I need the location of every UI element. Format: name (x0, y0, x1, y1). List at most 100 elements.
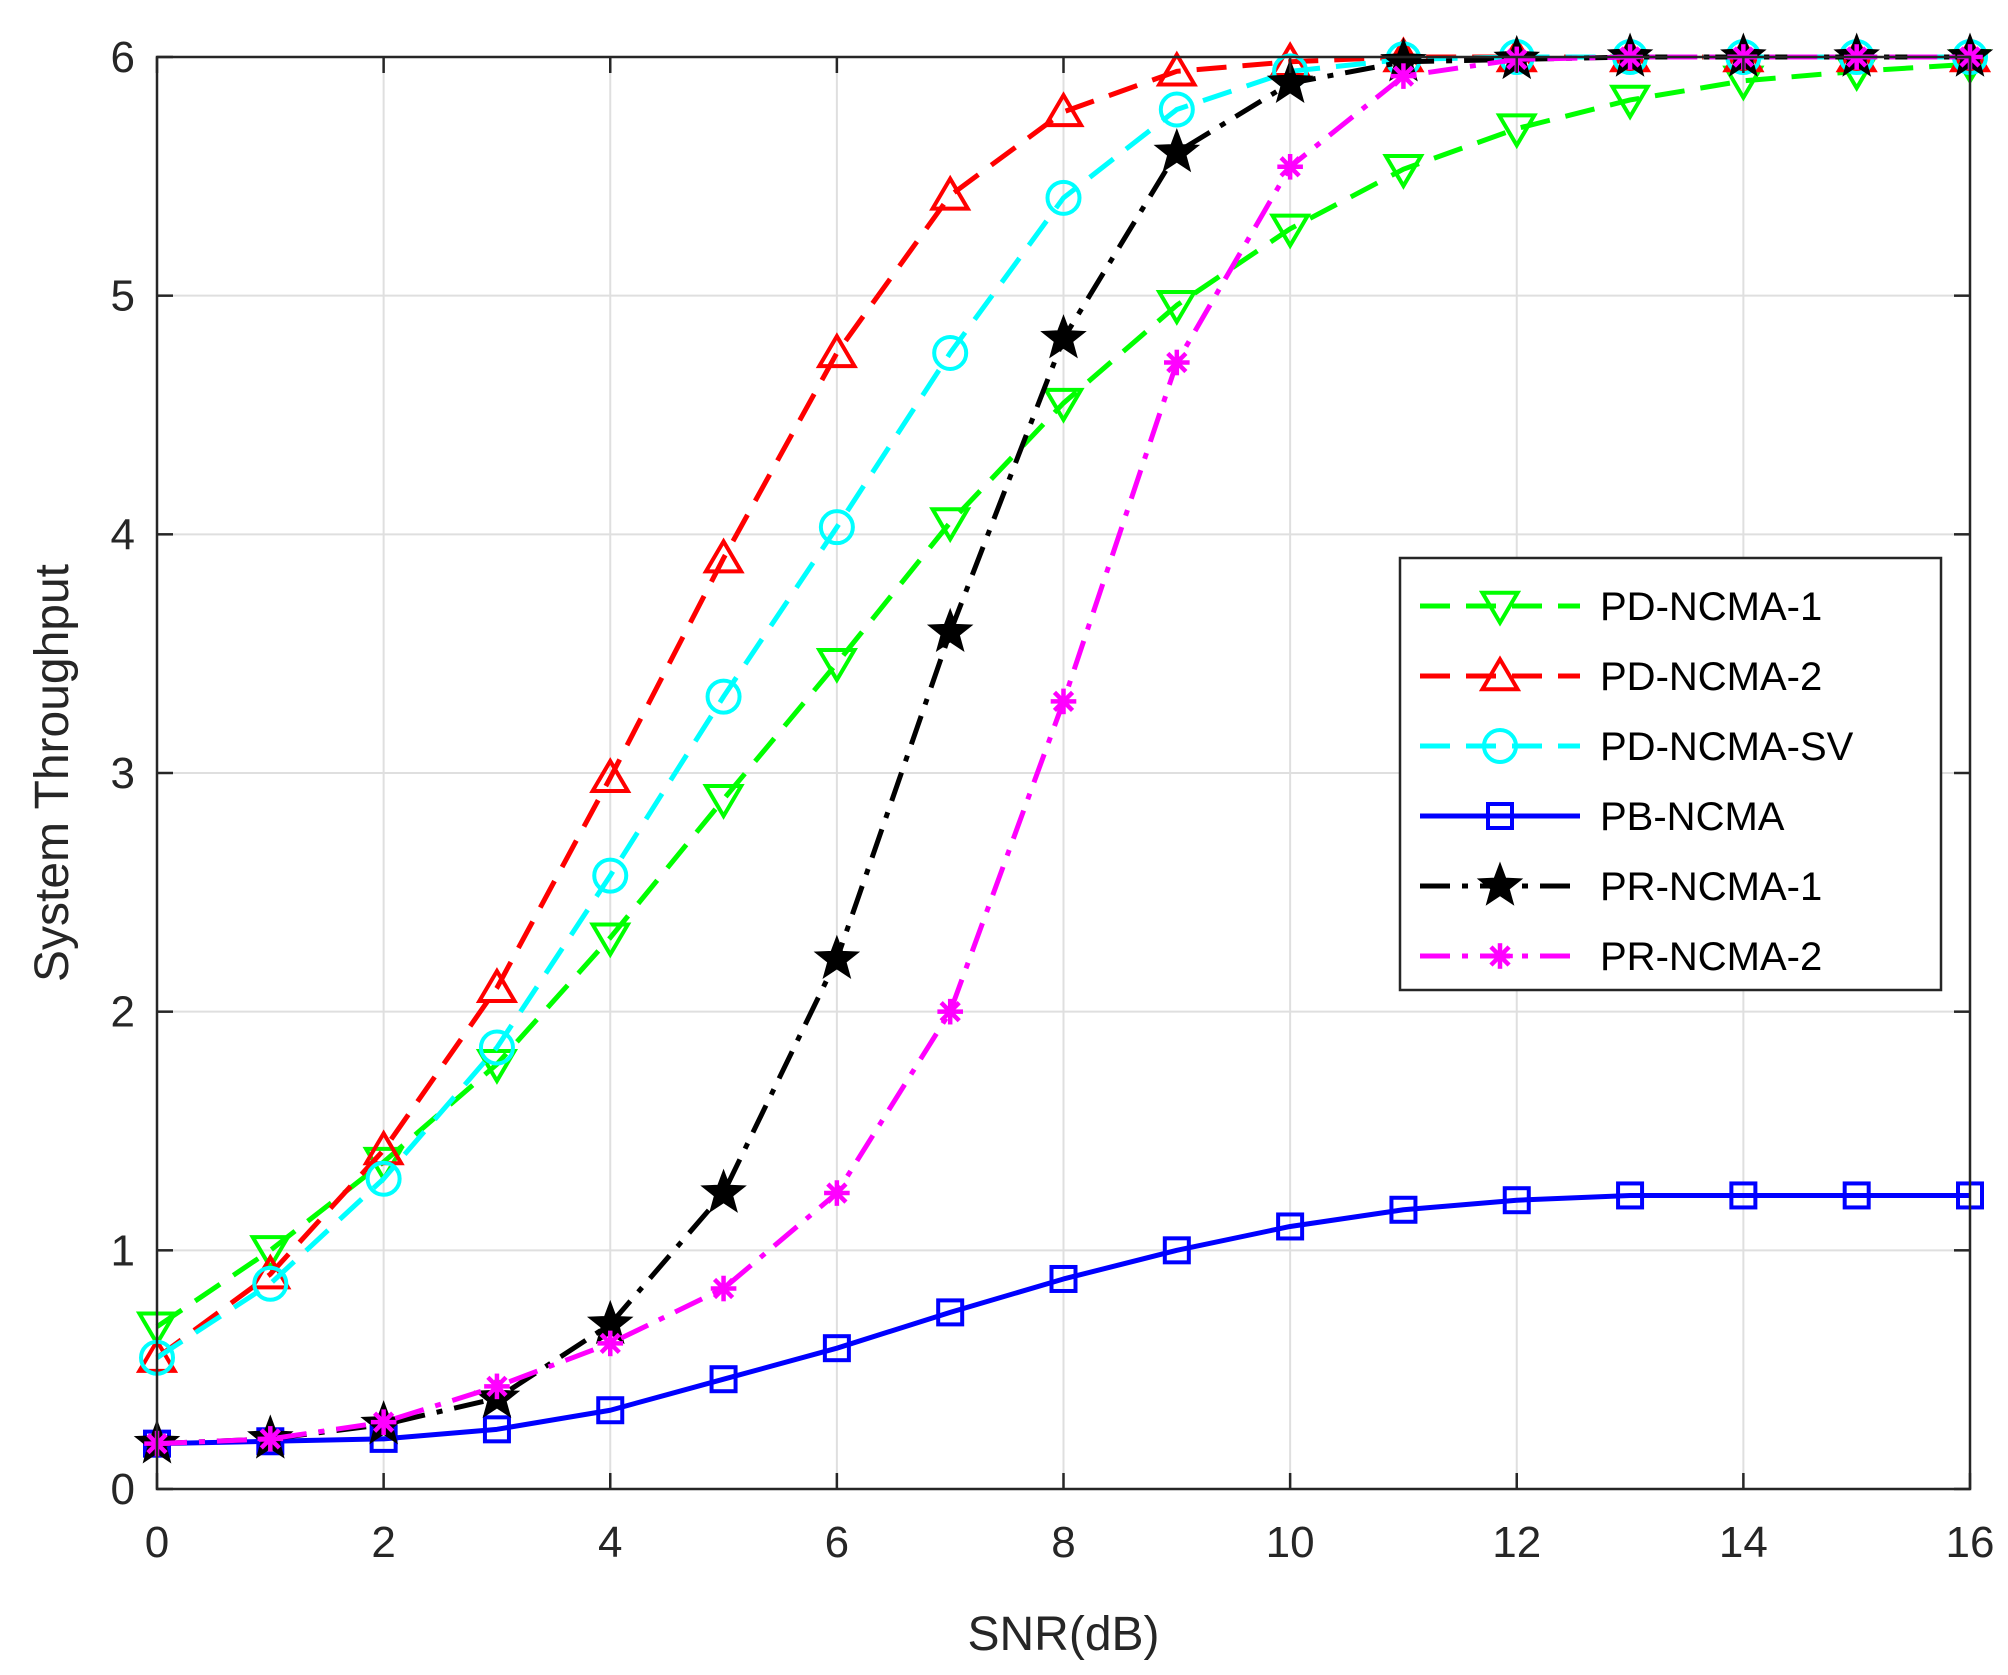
series-pb-ncma (143, 1181, 1984, 1458)
data-point (1158, 91, 1195, 128)
data-point (257, 1426, 284, 1452)
asterisk-stroke (1489, 945, 1511, 967)
data-point (589, 757, 632, 793)
y-tick-label: 3 (111, 749, 135, 798)
legend-box (1398, 556, 1943, 992)
data-point (1495, 113, 1538, 150)
data-point (937, 998, 963, 1025)
data-point (1049, 1264, 1078, 1293)
legend-entry: PD-NCMA-1 (1420, 585, 1822, 629)
data-point (1277, 153, 1303, 180)
asterisk-stroke (259, 1428, 281, 1450)
data-point (252, 1265, 289, 1302)
asterisk-stroke (1279, 156, 1301, 178)
legend-label: PD-NCMA-1 (1600, 585, 1822, 629)
data-point (702, 784, 745, 820)
data-point (1616, 1181, 1645, 1210)
legend-marker (1478, 655, 1522, 692)
data-point (597, 1330, 624, 1357)
legend-entry: PD-NCMA-2 (1420, 655, 1822, 699)
data-point (702, 537, 745, 574)
y-tick-label: 5 (111, 272, 135, 321)
legend: PD-NCMA-1 PD-NCMA-2 PD-NCMA-SV PB-NCMA PR-NC… (1398, 556, 1943, 992)
asterisk-stroke (939, 1001, 961, 1023)
data-point (936, 1298, 965, 1327)
data-point (589, 922, 632, 959)
data-point (596, 1396, 625, 1425)
x-tick-label: 0 (145, 1518, 169, 1567)
legend-entry: PR-NCMA-2 (1420, 935, 1822, 979)
asterisk-stroke (599, 1332, 621, 1355)
y-tick-label: 4 (111, 510, 135, 559)
y-tick-label: 1 (111, 1226, 135, 1275)
data-point (700, 1168, 747, 1213)
series-line (155, 61, 1971, 1329)
data-point (1164, 349, 1190, 376)
x-tick-label: 10 (1266, 1518, 1315, 1567)
data-point (813, 934, 861, 979)
data-point (709, 1365, 738, 1394)
data-point (1502, 1186, 1531, 1215)
x-tick-label: 14 (1719, 1518, 1768, 1567)
data-point (1608, 84, 1652, 121)
x-tick-label: 12 (1492, 1518, 1541, 1567)
data-point (1382, 153, 1425, 190)
data-point (1389, 1195, 1418, 1224)
data-point (1042, 91, 1085, 128)
x-tick-label: 4 (598, 1518, 622, 1567)
data-point (929, 507, 972, 544)
data-point (824, 1180, 850, 1206)
legend-marker (1478, 590, 1522, 627)
asterisk-stroke (826, 1182, 848, 1204)
data-point (710, 1275, 737, 1302)
legend-label: PR-NCMA-2 (1600, 935, 1822, 979)
data-point (365, 1160, 402, 1197)
legend-entry: PD-NCMA-SV (1420, 725, 1854, 769)
data-point (1162, 1236, 1191, 1265)
legend-entry: PB-NCMA (1420, 795, 1785, 839)
y-tick-label: 6 (111, 33, 135, 82)
data-point (1155, 290, 1198, 326)
data-point (478, 1029, 515, 1066)
data-point (926, 607, 974, 652)
legend-marker (1486, 802, 1514, 830)
data-point (1266, 58, 1314, 104)
legend-label: PD-NCMA-SV (1600, 725, 1854, 769)
legend-marker (1476, 861, 1524, 906)
asterisk-stroke (1052, 690, 1075, 713)
legend-marker (1482, 728, 1518, 764)
data-point (1155, 50, 1198, 87)
asterisk-stroke (1166, 351, 1188, 374)
data-point (1042, 387, 1085, 424)
x-tick-label: 6 (825, 1518, 849, 1567)
data-point (249, 1235, 292, 1271)
x-tick-label: 8 (1051, 1518, 1075, 1567)
data-point (815, 648, 858, 684)
data-point (822, 1334, 851, 1363)
data-point (1729, 1181, 1758, 1210)
asterisk-stroke (372, 1411, 395, 1433)
data-point (1390, 63, 1417, 89)
data-point (932, 334, 969, 371)
data-point (475, 967, 519, 1003)
data-point (1050, 688, 1077, 715)
data-point (818, 509, 855, 546)
data-point (1153, 128, 1201, 173)
legend-label: PB-NCMA (1600, 795, 1785, 839)
x-tick-label: 2 (371, 1518, 395, 1567)
data-point (1045, 179, 1082, 216)
data-point (1276, 1212, 1305, 1241)
asterisk-stroke (712, 1277, 735, 1300)
y-tick-label: 0 (111, 1465, 135, 1514)
x-tick-label: 16 (1946, 1518, 1995, 1567)
legend-entry: PR-NCMA-1 (1420, 861, 1822, 909)
data-point (705, 678, 742, 715)
legend-marker (1487, 943, 1513, 969)
data-point (482, 1415, 511, 1444)
x-axis-title: SNR(dB) (967, 1608, 1159, 1661)
legend-label: PR-NCMA-1 (1600, 865, 1822, 909)
data-point (815, 332, 858, 369)
